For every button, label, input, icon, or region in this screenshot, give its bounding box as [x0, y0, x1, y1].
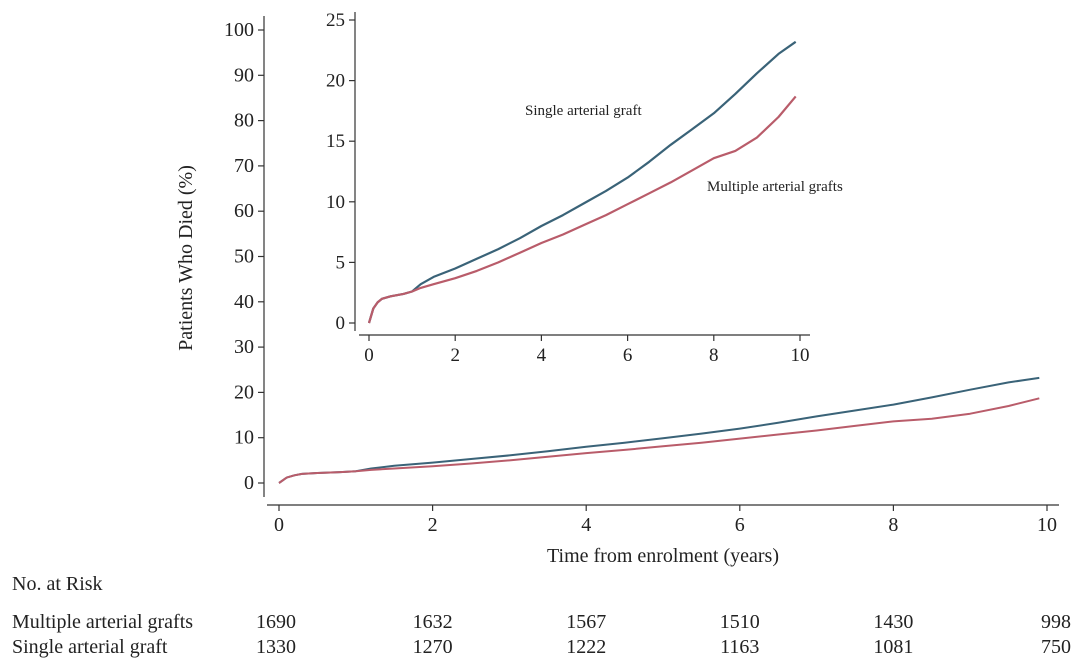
main-y-tick-label: 10	[234, 427, 254, 449]
inset-x-tick-label: 10	[791, 345, 810, 366]
inset-x-tick-label: 0	[364, 345, 374, 366]
risk-value-multiple: 1632	[413, 611, 453, 633]
inset-y-tick-label: 20	[326, 71, 345, 92]
main-y-tick-label: 20	[234, 381, 254, 403]
main-y-tick-label: 70	[234, 155, 254, 177]
main-x-tick-label: 6	[735, 514, 745, 536]
inset-y-tick-label: 5	[336, 252, 346, 273]
risk-row-label-single: Single arterial graft	[12, 636, 168, 658]
inset-x-tick-label: 6	[623, 345, 633, 366]
number-at-risk-table: No. at Risk Multiple arterial grafts Sin…	[12, 573, 1071, 658]
risk-table-title: No. at Risk	[12, 573, 103, 595]
risk-value-single: 1270	[413, 636, 453, 658]
main-y-tick-label: 0	[244, 472, 254, 494]
risk-value-multiple: 1430	[873, 611, 913, 633]
risk-value-single: 1222	[566, 636, 606, 658]
main-y-axis-label: Patients Who Died (%)	[175, 165, 197, 351]
risk-value-single: 1163	[720, 636, 759, 658]
main-x-tick-label: 8	[888, 514, 898, 536]
inset-plot-axes: 0 5 10 15 20 25 0 2 4 6 8 10	[326, 10, 810, 366]
risk-value-single: 750	[1041, 636, 1071, 658]
main-y-tick-label: 90	[234, 64, 254, 86]
main-y-tick-label: 50	[234, 246, 254, 268]
risk-value-multiple: 998	[1041, 611, 1071, 633]
inset-series-label-single: Single arterial graft	[525, 103, 642, 119]
main-x-tick-label: 4	[581, 514, 591, 536]
inset-y-tick-label: 15	[326, 131, 345, 152]
inset-x-tick-label: 2	[450, 345, 460, 366]
main-y-tick-label: 100	[224, 19, 254, 41]
main-plot-series	[278, 376, 1040, 484]
risk-value-single: 1330	[256, 636, 296, 658]
main-y-tick-label: 80	[234, 110, 254, 132]
main-x-tick-label: 2	[428, 514, 438, 536]
main-x-tick-label: 10	[1037, 514, 1057, 536]
inset-x-tick-label: 8	[709, 345, 719, 366]
risk-value-single: 1081	[873, 636, 913, 658]
inset-x-tick-label: 4	[537, 345, 547, 366]
risk-row-label-multiple: Multiple arterial grafts	[12, 611, 193, 633]
main-y-tick-label: 40	[234, 291, 254, 313]
inset-y-tick-label: 10	[326, 192, 345, 213]
main-x-axis-label: Time from enrolment (years)	[547, 545, 779, 567]
risk-value-multiple: 1567	[566, 611, 606, 633]
main-y-tick-label: 60	[234, 200, 254, 222]
main-x-tick-label: 0	[274, 514, 284, 536]
inset-y-tick-label: 0	[336, 313, 346, 334]
main-y-tick-label: 30	[234, 336, 254, 358]
inset-series-line-multiple	[367, 95, 797, 324]
inset-y-tick-label: 25	[326, 10, 345, 31]
main-series-line-multiple	[278, 397, 1040, 484]
inset-plot-series	[367, 40, 797, 324]
risk-value-multiple: 1510	[720, 611, 760, 633]
risk-value-multiple: 1690	[256, 611, 296, 633]
inset-series-label-multiple: Multiple arterial grafts	[707, 179, 843, 195]
main-series-line-single	[278, 376, 1040, 484]
